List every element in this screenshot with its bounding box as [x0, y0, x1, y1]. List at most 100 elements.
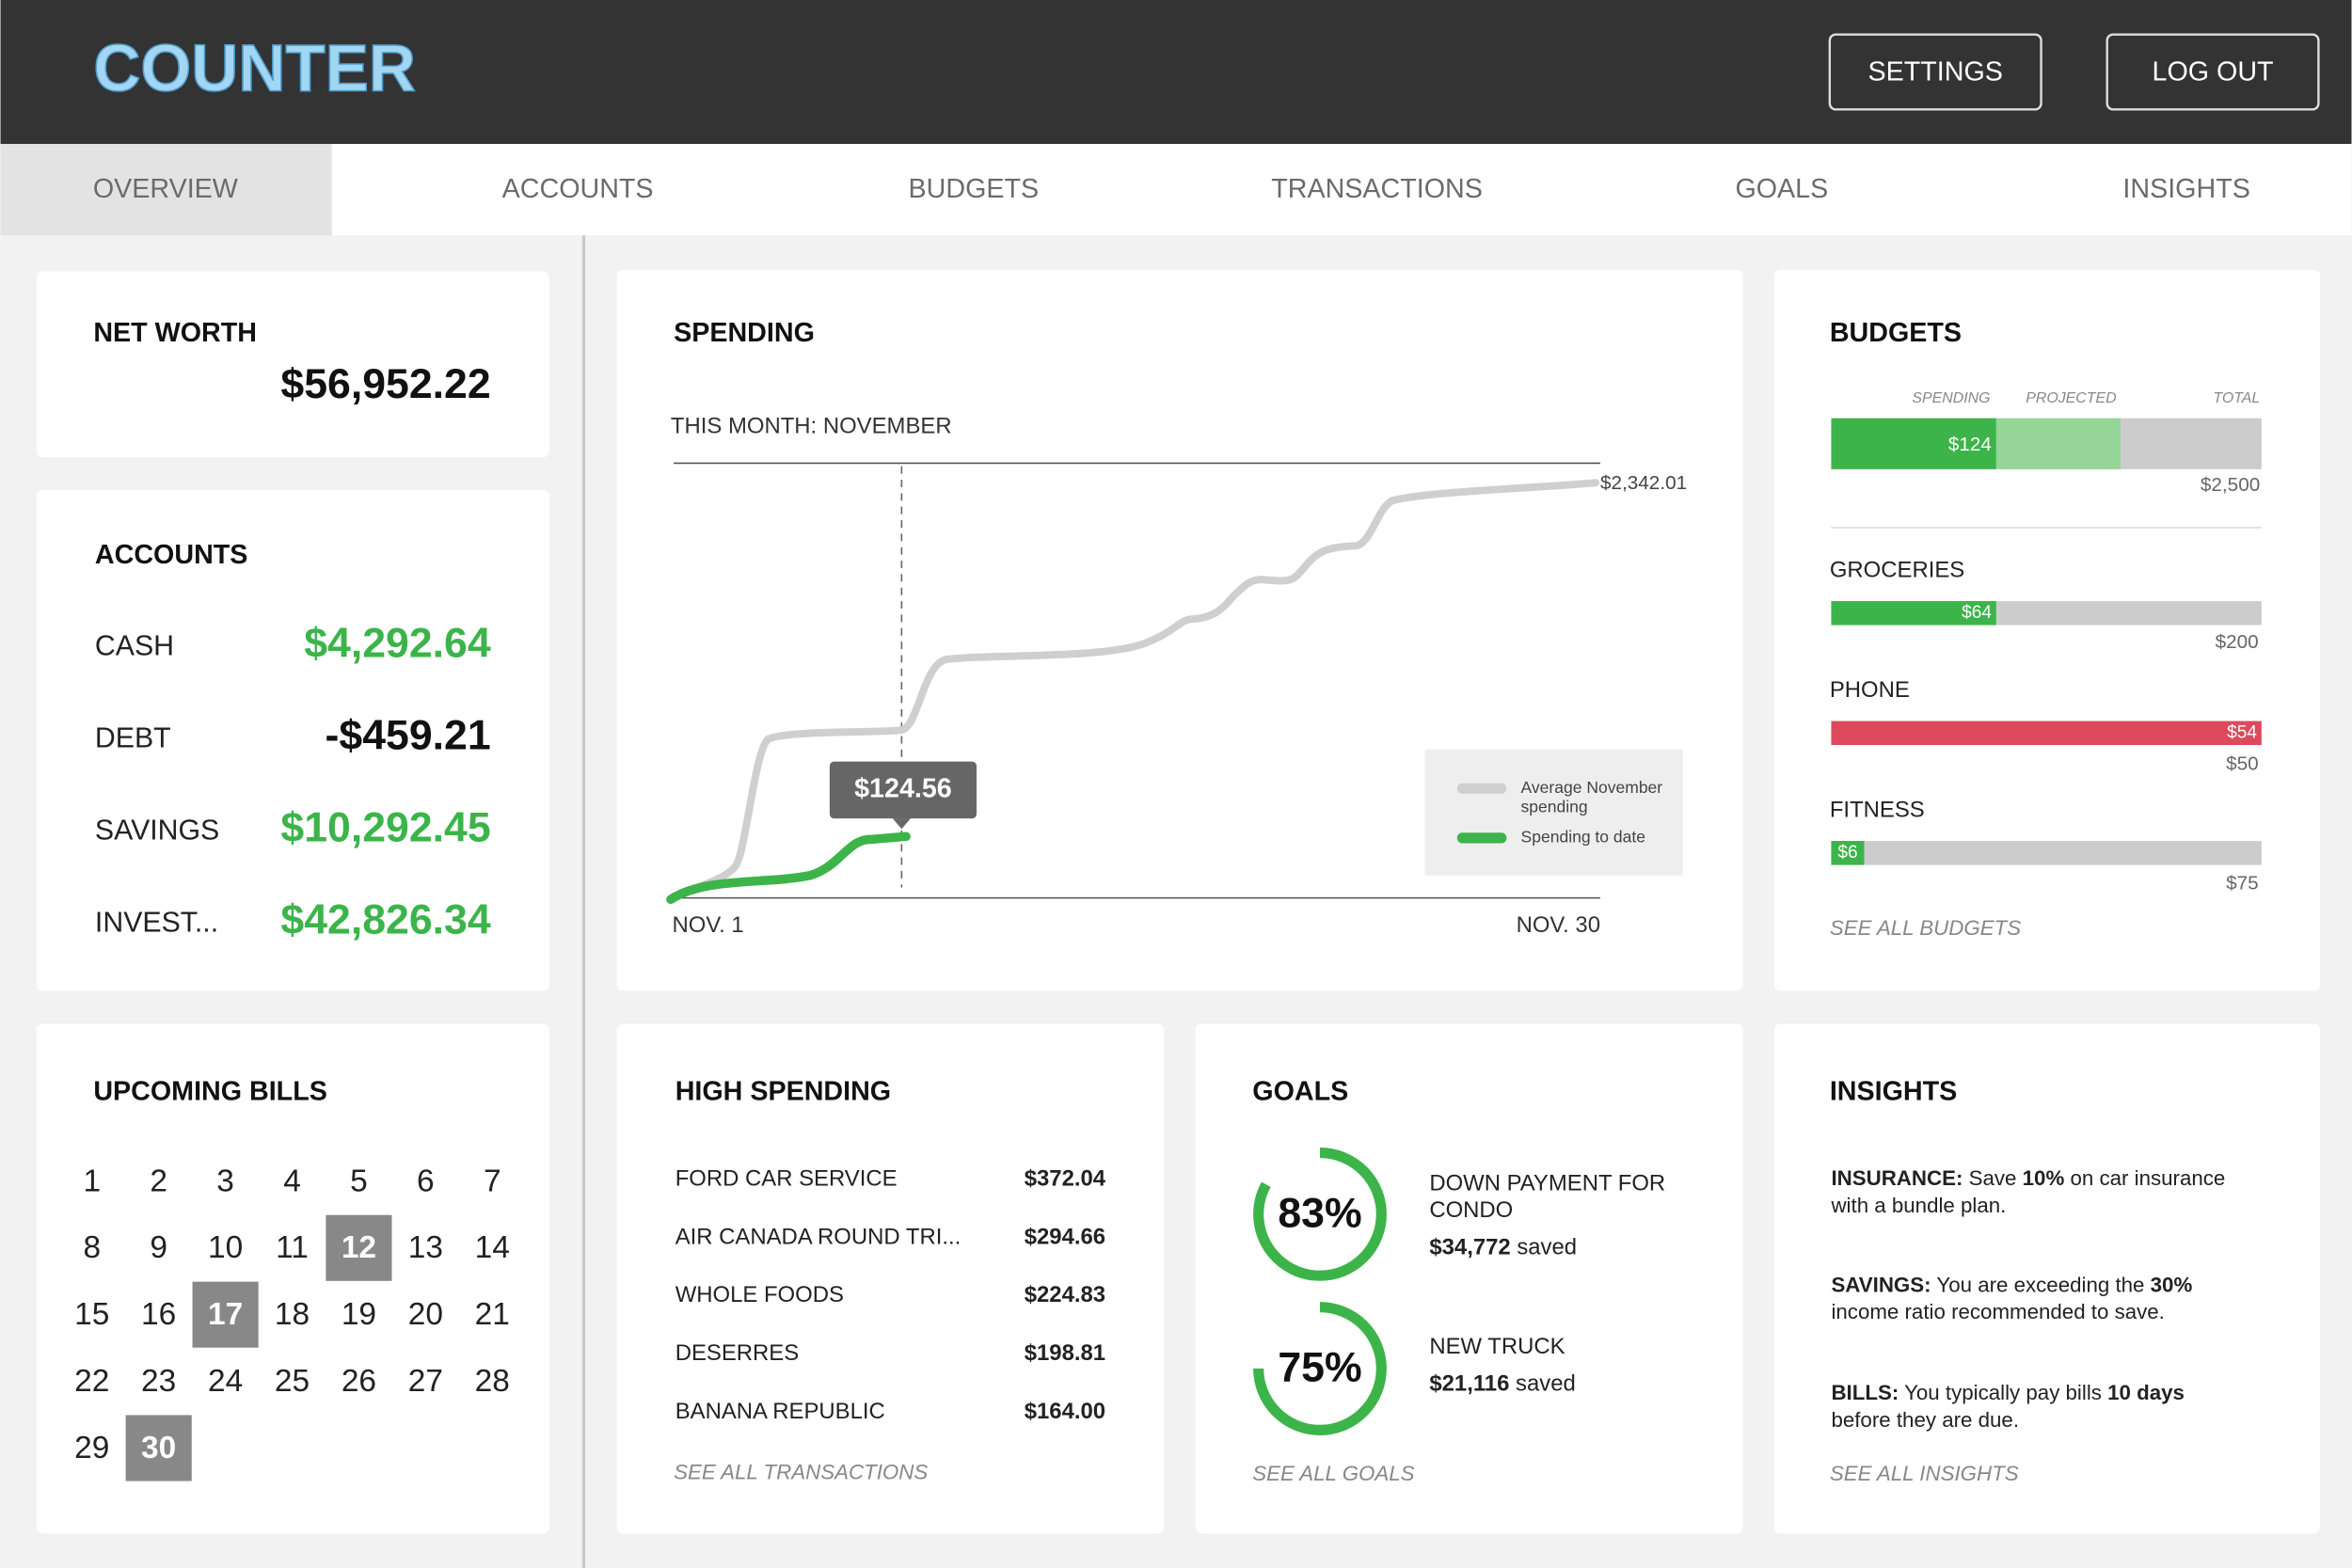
goal-saved: $21,116 saved [1429, 1371, 1575, 1397]
nav-item[interactable]: OVERVIEW [93, 174, 238, 204]
insight-text: You typically pay bills [1899, 1381, 2107, 1404]
insight-text: INSURANCE: [1831, 1166, 1963, 1190]
nav-item[interactable]: BUDGETS [909, 174, 1040, 204]
see-all-link[interactable]: SEE ALL INSIGHTS [1830, 1462, 2019, 1485]
settings-label[interactable]: SETTINGS [1868, 57, 2003, 87]
calendar-day: 25 [275, 1364, 310, 1399]
nav-item[interactable]: GOALS [1735, 174, 1828, 204]
tooltip [829, 761, 977, 819]
goal-suffix: saved [1509, 1371, 1575, 1397]
nav-item[interactable]: INSIGHTS [2122, 174, 2249, 204]
legend-label: Average November [1521, 778, 1663, 797]
budget-bar-spent [1831, 601, 1996, 626]
insight-line: before they are due. [1831, 1408, 2019, 1432]
calendar-day: 28 [475, 1364, 510, 1399]
column-label: PROJECTED [2026, 390, 2116, 406]
logout-button[interactable] [2106, 33, 2320, 111]
goal-ring [1253, 1147, 1387, 1281]
card-title: SPENDING [674, 318, 815, 348]
calendar-day: 19 [342, 1297, 376, 1332]
tooltip-pointer [892, 818, 911, 830]
calendar-day: 1 [83, 1164, 101, 1198]
budget-total: $75 [2226, 873, 2259, 895]
column-label: SPENDING [1912, 390, 1990, 406]
card-title: HIGH SPENDING [675, 1076, 891, 1106]
account-label: INVEST... [95, 908, 218, 939]
insight-text: 10% [2023, 1166, 2065, 1190]
insight-text: 30% [2151, 1273, 2193, 1296]
card-title: NET WORTH [93, 318, 257, 348]
x-end-label: NOV. 30 [1517, 912, 1600, 938]
goal-amount: $34,772 [1429, 1235, 1510, 1260]
see-all-link[interactable]: SEE ALL GOALS [1252, 1462, 1414, 1485]
calendar-day: 10 [208, 1230, 243, 1265]
insight-text: Save [1963, 1166, 2022, 1190]
legend-label: Spending to date [1521, 827, 1645, 846]
calendar-day: 16 [141, 1297, 176, 1332]
calendar-day: 18 [275, 1297, 310, 1332]
budget-bar-track [1831, 841, 2262, 865]
calendar-day: 5 [350, 1164, 368, 1198]
column-label: TOTAL [2213, 390, 2260, 406]
merchant: WHOLE FOODS [675, 1282, 844, 1307]
insight-text: with a bundle plan. [1830, 1194, 2006, 1217]
goal-name: NEW TRUCK [1429, 1334, 1565, 1359]
account-value: $42,826.34 [280, 897, 490, 943]
goal-suffix: saved [1511, 1235, 1577, 1260]
logo[interactable]: COUNTER [93, 31, 417, 106]
see-all-link[interactable]: SEE ALL BUDGETS [1830, 916, 2021, 940]
calendar-day: 20 [408, 1297, 443, 1332]
calendar-day: 11 [276, 1230, 309, 1265]
calendar-day: 15 [74, 1297, 109, 1332]
card [36, 271, 549, 458]
account-label: DEBT [95, 722, 171, 753]
merchant: DESERRES [675, 1340, 799, 1366]
see-all-link[interactable]: SEE ALL TRANSACTIONS [674, 1460, 928, 1483]
calendar-day: 3 [216, 1164, 234, 1198]
account-label: SAVINGS [95, 815, 219, 846]
merchant: FORD CAR SERVICE [675, 1166, 898, 1192]
account-label: CASH [95, 630, 174, 661]
amount: $164.00 [1025, 1399, 1105, 1424]
budget-bar-over [1831, 721, 2262, 746]
budget-spent: $124 [1948, 434, 1992, 455]
logout-label[interactable]: LOG OUT [2153, 57, 2274, 87]
nav-item[interactable]: ACCOUNTS [502, 174, 654, 204]
calendar-day: 9 [150, 1230, 167, 1265]
calendar-day: 21 [475, 1297, 510, 1332]
budget-spent: $54 [2227, 722, 2257, 742]
goal-percent: 83% [1278, 1190, 1361, 1236]
insight-text: 10 days [2107, 1381, 2185, 1404]
amount: $372.04 [1025, 1166, 1106, 1192]
legend-box [1424, 749, 1683, 876]
due-day-highlight [326, 1214, 392, 1281]
budget-spent: $6 [1837, 843, 1857, 863]
card [616, 1023, 1165, 1534]
settings-button[interactable] [1828, 33, 2042, 111]
card-title: GOALS [1252, 1076, 1348, 1106]
insight-line: INSURANCE: Save 10% on car insurance [1831, 1166, 2225, 1190]
net-worth-value: $56,952.22 [280, 361, 490, 407]
budget-total: $50 [2226, 752, 2259, 774]
budget-spent: $64 [1962, 603, 1992, 623]
budget-name: PHONE [1830, 677, 1910, 703]
goal-ring [1253, 1302, 1387, 1435]
nav-active-tab [0, 143, 332, 236]
insight-line: BILLS: You typically pay bills 10 days [1831, 1381, 2185, 1404]
tooltip-text: $124.56 [854, 773, 952, 803]
goal-name: CONDO [1429, 1197, 1513, 1223]
calendar-day: 27 [408, 1364, 443, 1399]
insight-text: SAVINGS: [1831, 1273, 1931, 1296]
nav-item[interactable]: TRANSACTIONS [1271, 174, 1483, 204]
chart-subtitle: THIS MONTH: NOVEMBER [671, 414, 952, 439]
average-spending-line [670, 479, 1600, 901]
goal-amount: $21,116 [1429, 1371, 1509, 1397]
insight-line: SAVINGS: You are exceeding the 30% [1831, 1273, 2192, 1296]
nav-bar [0, 143, 2352, 236]
calendar-day: 8 [83, 1230, 101, 1265]
amount: $294.66 [1025, 1224, 1105, 1249]
calendar-day: 14 [475, 1230, 510, 1265]
calendar-day: 22 [74, 1364, 109, 1399]
budget-bar-projected [1995, 418, 2122, 469]
